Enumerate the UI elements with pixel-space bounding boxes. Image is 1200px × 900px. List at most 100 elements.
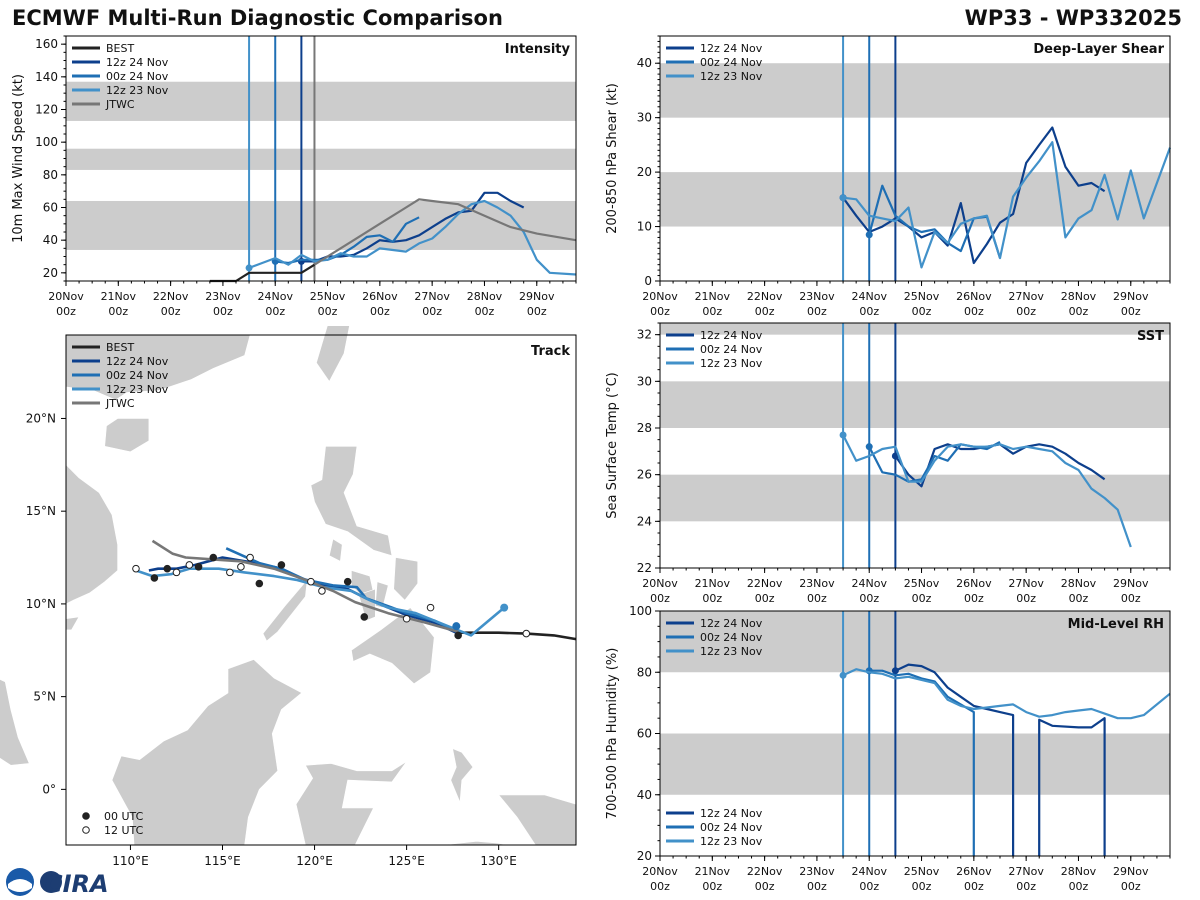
sst-xtick-hour: 00z (912, 592, 932, 605)
intensity-ylabel: 10m Max Wind Speed (kt) (11, 74, 26, 243)
track-ytick-label: 10°N (26, 597, 56, 611)
shear-xtick-hour: 00z (650, 305, 670, 318)
intensity-xtick-day: 26Nov (362, 290, 398, 303)
rh-legend-label: 12z 24 Nov (700, 617, 763, 630)
sst-xtick-day: 28Nov (1061, 577, 1097, 590)
intensity-series-run_12z23 (248, 199, 577, 276)
track-marker-12utc (318, 587, 326, 595)
shear-xtick-day: 20Nov (642, 290, 678, 303)
intensity-band (66, 200, 576, 250)
intensity-xtick-hour: 00z (213, 305, 233, 318)
shear-xtick-hour: 00z (1016, 305, 1036, 318)
rh-xtick-day: 26Nov (956, 865, 992, 878)
shear-xtick-hour: 00z (964, 305, 984, 318)
shear-ytick-label: 20 (637, 165, 652, 179)
rh-xtick-hour: 00z (964, 880, 984, 893)
track-marker-12utc (226, 568, 234, 577)
track-xtick-label: 130°E (480, 854, 517, 868)
track-marker-00utc (194, 563, 203, 571)
rh-xtick-day: 28Nov (1061, 865, 1097, 878)
rh-series-run_12z24 (894, 663, 1015, 856)
shear-init-point (839, 194, 847, 202)
rh-ytick-label: 60 (637, 727, 652, 741)
track-xtick-label: 125°E (388, 854, 425, 868)
sst-ytick-label: 32 (637, 328, 652, 342)
track-legend-label: BEST (106, 341, 134, 354)
track-map: 110°E 115°E 120°E 125°E 130°E 0° 5°N 10°N 15°N 20… (0, 325, 577, 868)
rh-title: Mid-Level RH (1068, 617, 1164, 632)
track-marker-12utc (522, 629, 531, 638)
shear-xtick-hour: 00z (702, 305, 722, 318)
sst-ytick-label: 26 (637, 468, 652, 482)
shear-xtick-day: 25Nov (904, 290, 940, 303)
track-marker-00utc (209, 553, 218, 562)
track-frame (65, 334, 577, 846)
land-samar-leyte (393, 557, 419, 601)
track-marker-00utc (454, 631, 462, 640)
rh-xtick-hour: 00z (859, 880, 879, 893)
sst-ytick-label: 24 (637, 514, 652, 528)
intensity-chart: 20 40 60 80 100 120 140 160 20Nov 00z 21Nov 00z 22No… (11, 35, 577, 318)
rh-init-point (891, 667, 899, 675)
track-legend-00utc-label: 00 UTC (104, 810, 144, 823)
shear-xtick-day: 22Nov (747, 290, 783, 303)
rh-xtick-day: 29Nov (1113, 865, 1149, 878)
track-marker-00utc (343, 577, 352, 586)
sst-legend-label: 12z 24 Nov (700, 329, 763, 342)
shear-xtick-day: 24Nov (851, 290, 887, 303)
sst-frame (659, 322, 1171, 569)
land-palawan (262, 578, 308, 642)
sst-xtick-hour: 00z (755, 592, 775, 605)
sst-ytick-label: 22 (637, 561, 652, 575)
rh-legend-label: 00z 24 Nov (700, 631, 763, 644)
track-legend-label: 00z 24 Nov (106, 369, 169, 382)
cira-logo: CIRA (6, 868, 109, 898)
page-title: ECMWF Multi-Run Diagnostic Comparison (12, 6, 503, 30)
intensity-legend-label: 12z 23 Nov (106, 84, 169, 97)
sst-xtick-day: 23Nov (799, 577, 835, 590)
intensity-xtick-hour: 00z (56, 305, 76, 318)
sst-xtick-day: 26Nov (956, 577, 992, 590)
track-legend-12utc-marker (82, 826, 90, 834)
cira-globe-icon (40, 871, 62, 893)
rh-series-run_12z23 (842, 668, 1171, 720)
rh-xtick-day: 21Nov (695, 865, 731, 878)
rh-xtick-day: 25Nov (904, 865, 940, 878)
land-vietnam (65, 464, 118, 605)
intensity-xtick-day: 25Nov (310, 290, 346, 303)
track-ytick-label: 15°N (26, 504, 56, 518)
intensity-xtick-hour: 00z (161, 305, 181, 318)
intensity-xtick-hour: 00z (527, 305, 547, 318)
shear-legend-label: 00z 24 Nov (700, 56, 763, 69)
rh-ytick-label: 40 (637, 788, 652, 802)
sst-plot-area (660, 323, 1170, 568)
track-ytick-label: 0° (42, 782, 56, 796)
intensity-ytick-label: 120 (35, 103, 58, 117)
track-marker-00utc (255, 579, 264, 588)
sst-ylabel: Sea Surface Temp (°C) (605, 372, 620, 519)
track-marker-12utc (172, 568, 181, 577)
track-legend-12utc-label: 12 UTC (104, 824, 144, 837)
sst-series-run_12z23 (842, 434, 1132, 548)
intensity-legend-label: 12z 24 Nov (106, 56, 169, 69)
sst-xtick-hour: 00z (702, 592, 722, 605)
track-xtick-label: 110°E (112, 854, 149, 868)
shear-xtick-hour: 00z (755, 305, 775, 318)
track-series-run_00z24 (225, 547, 459, 633)
cira-logo-text: CIRA (45, 870, 109, 898)
shear-xtick-hour: 00z (859, 305, 879, 318)
shear-xtick-hour: 00z (1069, 305, 1089, 318)
track-legend-label: JTWC (105, 397, 135, 410)
shear-xtick-day: 23Nov (799, 290, 835, 303)
intensity-legend-label: 00z 24 Nov (106, 70, 169, 83)
intensity-xtick-hour: 00z (318, 305, 338, 318)
shear-xtick-day: 28Nov (1061, 290, 1097, 303)
track-xtick-label: 115°E (204, 854, 241, 868)
rh-chart: 20 40 60 80 100 20Nov 00z 21Nov 00z 22Nov 00z 23Nov… (605, 604, 1171, 893)
intensity-series-run_00z24 (275, 216, 420, 265)
intensity-init-point (245, 264, 253, 272)
track-series-jtwc (151, 539, 459, 633)
shear-xtick-hour: 00z (1121, 305, 1141, 318)
track-ytick-label: 20°N (26, 411, 56, 425)
intensity-xtick-day: 29Nov (519, 290, 555, 303)
